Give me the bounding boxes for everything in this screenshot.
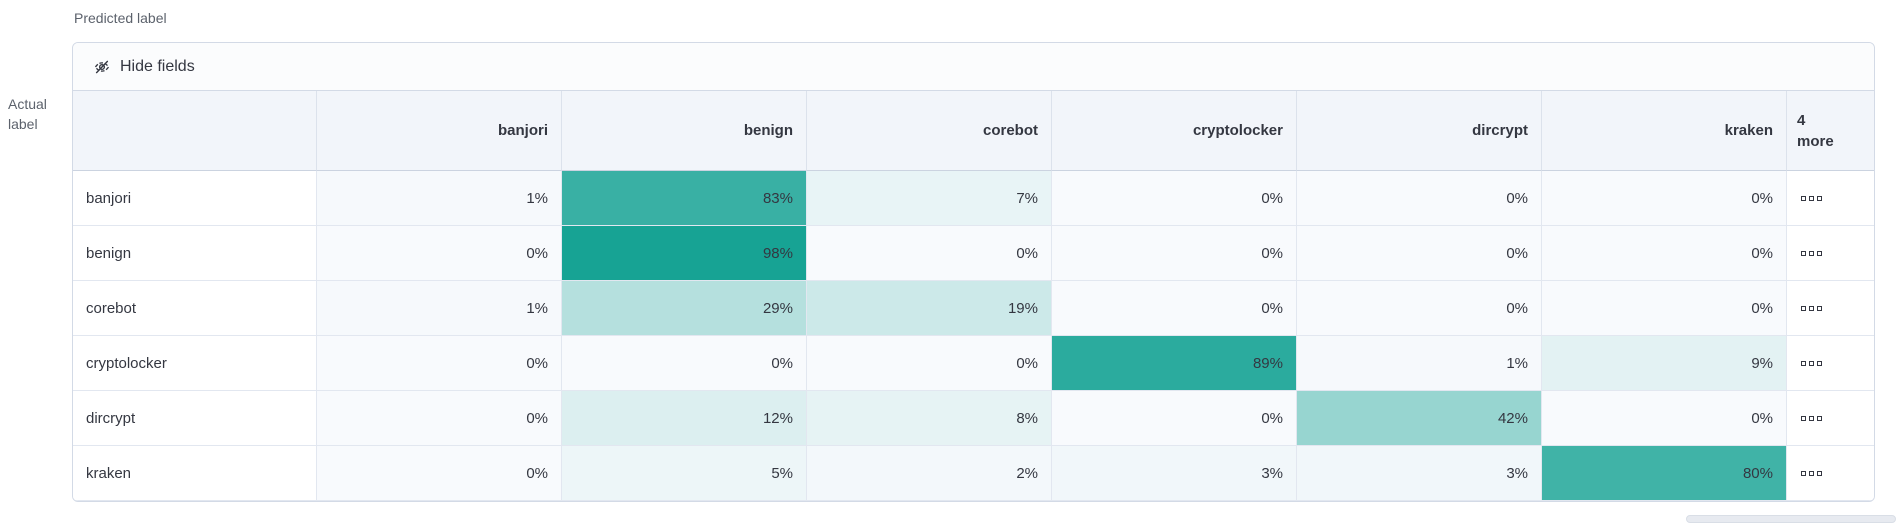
matrix-cell-dircrypt-kraken[interactable]: 0% xyxy=(1542,391,1787,446)
matrix-cell-cryptolocker-cryptolocker[interactable]: 89% xyxy=(1052,336,1297,391)
boxes-horizontal-icon xyxy=(1801,195,1806,201)
row-label-cryptolocker[interactable]: cryptolocker xyxy=(73,336,317,391)
matrix-cell-dircrypt-banjori[interactable]: 0% xyxy=(317,391,562,446)
boxes-horizontal-icon xyxy=(1817,360,1822,366)
horizontal-scrollbar-thumb[interactable] xyxy=(1686,515,1896,523)
matrix-cell-banjori-corebot[interactable]: 7% xyxy=(807,171,1052,226)
matrix-header-row: banjori benign corebot cryptolocker dircrypt… xyxy=(73,91,1874,171)
matrix-row-benign: benign 0% 98% 0% 0% 0% 0% xyxy=(73,226,1874,281)
column-header-dircrypt[interactable]: dircrypt xyxy=(1297,91,1542,171)
boxes-horizontal-icon xyxy=(1817,470,1822,476)
boxes-horizontal-icon xyxy=(1817,415,1822,421)
matrix-cell-benign-cryptolocker[interactable]: 0% xyxy=(1052,226,1297,281)
column-header-banjori[interactable]: banjori xyxy=(317,91,562,171)
boxes-horizontal-icon xyxy=(1817,195,1822,201)
matrix-cell-kraken-banjori[interactable]: 0% xyxy=(317,446,562,501)
column-header-more[interactable]: 4 more xyxy=(1787,91,1874,171)
more-word: more xyxy=(1797,132,1834,150)
matrix-cell-banjori-cryptolocker[interactable]: 0% xyxy=(1052,171,1297,226)
boxes-horizontal-icon xyxy=(1809,195,1814,201)
boxes-horizontal-icon xyxy=(1809,415,1814,421)
boxes-horizontal-icon xyxy=(1801,415,1806,421)
matrix-cell-benign-dircrypt[interactable]: 0% xyxy=(1297,226,1542,281)
column-header-benign[interactable]: benign xyxy=(562,91,807,171)
matrix-row-cryptolocker: cryptolocker 0% 0% 0% 89% 1% 9% xyxy=(73,336,1874,391)
row-actions-button[interactable] xyxy=(1787,171,1874,226)
matrix-cell-corebot-benign[interactable]: 29% xyxy=(562,281,807,336)
boxes-horizontal-icon xyxy=(1801,305,1806,311)
column-header-corebot[interactable]: corebot xyxy=(807,91,1052,171)
matrix-row-dircrypt: dircrypt 0% 12% 8% 0% 42% 0% xyxy=(73,391,1874,446)
matrix-cell-benign-banjori[interactable]: 0% xyxy=(317,226,562,281)
matrix-cell-banjori-kraken[interactable]: 0% xyxy=(1542,171,1787,226)
matrix-body: banjori 1% 83% 7% 0% 0% 0% benign 0% 98% 0% 0% 0% 0% c… xyxy=(73,171,1874,501)
matrix-cell-cryptolocker-benign[interactable]: 0% xyxy=(562,336,807,391)
hide-fields-button[interactable]: Hide fields xyxy=(87,54,201,80)
boxes-horizontal-icon xyxy=(1809,305,1814,311)
boxes-horizontal-icon xyxy=(1817,250,1822,256)
row-label-corebot[interactable]: corebot xyxy=(73,281,317,336)
matrix-cell-corebot-banjori[interactable]: 1% xyxy=(317,281,562,336)
predicted-axis-label: Predicted label xyxy=(74,10,167,26)
matrix-cell-dircrypt-cryptolocker[interactable]: 0% xyxy=(1052,391,1297,446)
actual-axis-label: Actual label xyxy=(8,94,47,134)
row-label-dircrypt[interactable]: dircrypt xyxy=(73,391,317,446)
matrix-cell-dircrypt-dircrypt[interactable]: 42% xyxy=(1297,391,1542,446)
matrix-cell-benign-corebot[interactable]: 0% xyxy=(807,226,1052,281)
matrix-cell-kraken-corebot[interactable]: 2% xyxy=(807,446,1052,501)
matrix-row-kraken: kraken 0% 5% 2% 3% 3% 80% xyxy=(73,446,1874,501)
matrix-cell-kraken-benign[interactable]: 5% xyxy=(562,446,807,501)
matrix-cell-corebot-corebot[interactable]: 19% xyxy=(807,281,1052,336)
boxes-horizontal-icon xyxy=(1809,470,1814,476)
matrix-cell-dircrypt-benign[interactable]: 12% xyxy=(562,391,807,446)
row-label-kraken[interactable]: kraken xyxy=(73,446,317,501)
matrix-cell-benign-kraken[interactable]: 0% xyxy=(1542,226,1787,281)
matrix-cell-cryptolocker-kraken[interactable]: 9% xyxy=(1542,336,1787,391)
row-actions-button[interactable] xyxy=(1787,281,1874,336)
boxes-horizontal-icon xyxy=(1801,470,1806,476)
matrix-cell-cryptolocker-banjori[interactable]: 0% xyxy=(317,336,562,391)
column-header-kraken[interactable]: kraken xyxy=(1542,91,1787,171)
matrix-cell-corebot-cryptolocker[interactable]: 0% xyxy=(1052,281,1297,336)
row-actions-button[interactable] xyxy=(1787,336,1874,391)
confusion-matrix-panel: Hide fields banjori benign corebot cryptolo… xyxy=(72,42,1875,502)
matrix-cell-banjori-dircrypt[interactable]: 0% xyxy=(1297,171,1542,226)
matrix-cell-cryptolocker-corebot[interactable]: 0% xyxy=(807,336,1052,391)
boxes-horizontal-icon xyxy=(1817,305,1822,311)
matrix-cell-kraken-kraken[interactable]: 80% xyxy=(1542,446,1787,501)
matrix-cell-banjori-benign[interactable]: 83% xyxy=(562,171,807,226)
matrix-cell-corebot-dircrypt[interactable]: 0% xyxy=(1297,281,1542,336)
row-actions-button[interactable] xyxy=(1787,391,1874,446)
header-corner-cell xyxy=(73,91,317,171)
column-header-cryptolocker[interactable]: cryptolocker xyxy=(1052,91,1297,171)
matrix-cell-dircrypt-corebot[interactable]: 8% xyxy=(807,391,1052,446)
more-count: 4 xyxy=(1797,111,1806,129)
boxes-horizontal-icon xyxy=(1801,360,1806,366)
row-label-banjori[interactable]: banjori xyxy=(73,171,317,226)
row-actions-button[interactable] xyxy=(1787,226,1874,281)
actual-axis-label-line1: Actual xyxy=(8,96,47,112)
grid-toolbar: Hide fields xyxy=(73,43,1874,91)
row-label-benign[interactable]: benign xyxy=(73,226,317,281)
boxes-horizontal-icon xyxy=(1801,250,1806,256)
matrix-cell-corebot-kraken[interactable]: 0% xyxy=(1542,281,1787,336)
hide-fields-label: Hide fields xyxy=(120,57,195,75)
matrix-row-banjori: banjori 1% 83% 7% 0% 0% 0% xyxy=(73,171,1874,226)
row-actions-button[interactable] xyxy=(1787,446,1874,501)
matrix-cell-kraken-cryptolocker[interactable]: 3% xyxy=(1052,446,1297,501)
actual-axis-label-line2: label xyxy=(8,116,38,132)
matrix-cell-benign-benign[interactable]: 98% xyxy=(562,226,807,281)
boxes-horizontal-icon xyxy=(1809,250,1814,256)
matrix-cell-cryptolocker-dircrypt[interactable]: 1% xyxy=(1297,336,1542,391)
matrix-cell-banjori-banjori[interactable]: 1% xyxy=(317,171,562,226)
matrix-row-corebot: corebot 1% 29% 19% 0% 0% 0% xyxy=(73,281,1874,336)
eye-closed-icon xyxy=(93,58,111,76)
matrix-cell-kraken-dircrypt[interactable]: 3% xyxy=(1297,446,1542,501)
boxes-horizontal-icon xyxy=(1809,360,1814,366)
